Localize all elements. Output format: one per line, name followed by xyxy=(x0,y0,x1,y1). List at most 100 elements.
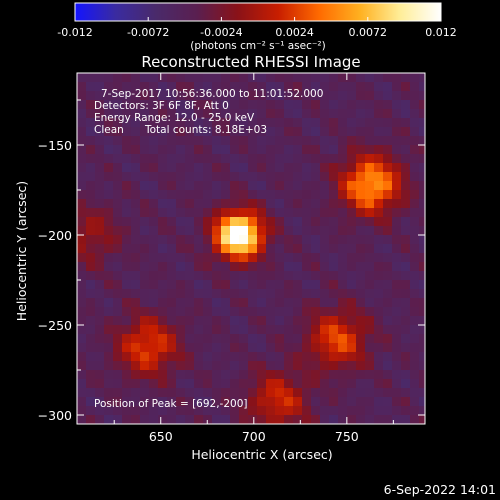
heatmap-cell xyxy=(122,217,132,227)
heatmap-cell xyxy=(365,352,375,362)
heatmap-cell xyxy=(275,415,285,424)
heatmap-cell xyxy=(122,172,132,182)
heatmap-cell xyxy=(149,298,159,308)
heatmap-cell xyxy=(185,91,195,101)
heatmap-cell xyxy=(140,136,150,146)
heatmap-cell xyxy=(149,316,159,326)
heatmap-cell xyxy=(275,91,285,101)
heatmap-cell xyxy=(95,91,105,101)
heatmap-cell xyxy=(221,82,231,92)
heatmap-cell xyxy=(356,235,366,245)
heatmap-cell xyxy=(194,406,204,416)
heatmap-cell xyxy=(293,73,303,83)
heatmap-cell xyxy=(374,145,384,155)
heatmap-cell xyxy=(293,100,303,110)
heatmap-cell xyxy=(284,289,294,299)
heatmap-cell xyxy=(410,190,420,200)
heatmap-cell xyxy=(149,172,159,182)
heatmap-cell xyxy=(356,118,366,128)
heatmap-cell xyxy=(347,379,357,389)
heatmap-cell xyxy=(158,316,168,326)
heatmap-cell xyxy=(356,370,366,380)
heatmap-cell xyxy=(347,235,357,245)
heatmap-cell xyxy=(248,334,258,344)
heatmap-cell xyxy=(356,289,366,299)
heatmap-cell xyxy=(194,262,204,272)
heatmap-cell xyxy=(149,82,159,92)
heatmap-cell xyxy=(140,406,150,416)
heatmap-cell xyxy=(95,82,105,92)
heatmap-cell xyxy=(239,289,249,299)
heatmap-cell xyxy=(329,190,339,200)
heatmap-cell xyxy=(374,199,384,209)
heatmap-cell xyxy=(212,109,222,119)
heatmap-cell xyxy=(302,217,312,227)
heatmap-cell xyxy=(410,172,420,182)
heatmap-cell xyxy=(203,352,213,362)
heatmap-cell xyxy=(383,271,393,281)
heatmap-cell xyxy=(401,73,411,83)
heatmap-cell xyxy=(311,145,321,155)
heatmap-cell xyxy=(392,262,402,272)
heatmap-cell xyxy=(311,307,321,317)
heatmap-cell xyxy=(257,127,267,137)
heatmap-cell xyxy=(95,253,105,263)
heatmap-cell xyxy=(275,73,285,83)
heatmap-cell xyxy=(140,235,150,245)
heatmap-cell xyxy=(122,415,132,424)
heatmap-cell xyxy=(365,379,375,389)
heatmap-cell xyxy=(95,262,105,272)
heatmap-cell xyxy=(230,235,240,245)
heatmap-cell xyxy=(104,343,114,353)
heatmap-cell xyxy=(167,415,177,424)
heatmap-cell xyxy=(176,271,186,281)
heatmap-cell xyxy=(104,208,114,218)
heatmap-cell xyxy=(311,415,321,424)
heatmap-cell xyxy=(374,82,384,92)
heatmap-cell xyxy=(122,199,132,209)
heatmap-cell xyxy=(284,235,294,245)
heatmap-cell xyxy=(383,253,393,263)
heatmap-cell xyxy=(392,253,402,263)
heatmap-cell xyxy=(149,406,159,416)
heatmap-cell xyxy=(221,235,231,245)
heatmap-cell xyxy=(131,109,141,119)
heatmap-cell xyxy=(140,289,150,299)
heatmap-cell xyxy=(320,199,330,209)
heatmap-cell xyxy=(356,91,366,101)
heatmap-cell xyxy=(176,280,186,290)
heatmap-cell xyxy=(122,91,132,101)
heatmap-cell xyxy=(230,325,240,335)
heatmap-cell xyxy=(410,334,420,344)
heatmap-cell xyxy=(302,388,312,398)
heatmap-cell xyxy=(392,100,402,110)
heatmap-cell xyxy=(392,208,402,218)
heatmap-cell xyxy=(86,280,96,290)
heatmap-cell xyxy=(311,109,321,119)
heatmap-cell xyxy=(113,280,123,290)
heatmap-cell xyxy=(374,181,384,191)
heatmap-cell xyxy=(212,172,222,182)
heatmap-cell xyxy=(248,406,258,416)
heatmap-cell xyxy=(356,82,366,92)
heatmap-cell xyxy=(113,118,123,128)
heatmap-cell xyxy=(113,136,123,146)
heatmap-cell xyxy=(347,244,357,254)
heatmap-cell xyxy=(338,226,348,236)
heatmap-cell xyxy=(230,388,240,398)
heatmap-cell xyxy=(185,406,195,416)
heatmap-cell xyxy=(419,217,425,227)
heatmap-cell xyxy=(167,280,177,290)
heatmap-cell xyxy=(257,343,267,353)
heatmap-cell xyxy=(86,73,96,83)
heatmap-cell xyxy=(212,334,222,344)
heatmap-cell xyxy=(284,244,294,254)
heatmap-cell xyxy=(86,334,96,344)
heatmap-cell xyxy=(329,145,339,155)
heatmap-cell xyxy=(365,370,375,380)
heatmap-cell xyxy=(419,271,425,281)
heatmap-cell xyxy=(95,208,105,218)
heatmap-cell xyxy=(392,280,402,290)
heatmap-cell xyxy=(293,208,303,218)
heatmap-cell xyxy=(212,226,222,236)
